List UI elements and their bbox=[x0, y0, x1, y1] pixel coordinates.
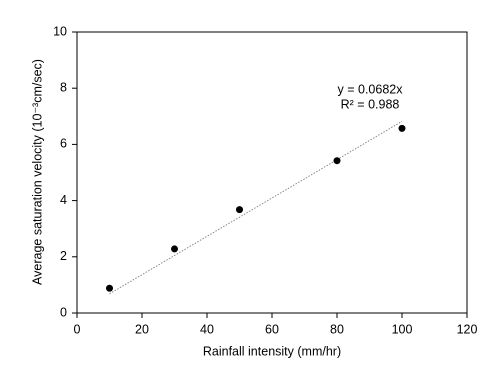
x-tick-label: 80 bbox=[330, 322, 344, 336]
x-axis-label: Rainfall intensity (mm/hr) bbox=[203, 344, 341, 358]
x-tick-label: 100 bbox=[392, 322, 413, 336]
trend-r-squared: R² = 0.988 bbox=[341, 97, 400, 111]
x-tick-label: 40 bbox=[200, 322, 214, 336]
trend-equation: y = 0.0682x bbox=[338, 82, 404, 96]
y-tick-label: 0 bbox=[60, 305, 67, 319]
data-point bbox=[106, 284, 113, 292]
data-point bbox=[333, 157, 341, 165]
y-tick-label: 4 bbox=[60, 193, 67, 207]
y-tick-label: 8 bbox=[60, 80, 67, 94]
data-point bbox=[236, 206, 243, 214]
x-tick-label: 20 bbox=[135, 322, 149, 336]
x-tick-label: 0 bbox=[74, 322, 81, 336]
data-point bbox=[171, 245, 178, 253]
trend-line bbox=[109, 120, 403, 295]
y-axis-label: Average saturation velocity (10⁻³cm/sec) bbox=[30, 59, 44, 285]
plot-frame bbox=[76, 31, 468, 314]
y-tick-label: 2 bbox=[60, 249, 67, 263]
x-tick-label: 60 bbox=[265, 322, 279, 336]
data-point bbox=[398, 124, 406, 132]
x-tick-label: 120 bbox=[457, 322, 478, 336]
y-tick-label: 6 bbox=[60, 137, 67, 151]
y-tick-label: 10 bbox=[53, 24, 67, 38]
